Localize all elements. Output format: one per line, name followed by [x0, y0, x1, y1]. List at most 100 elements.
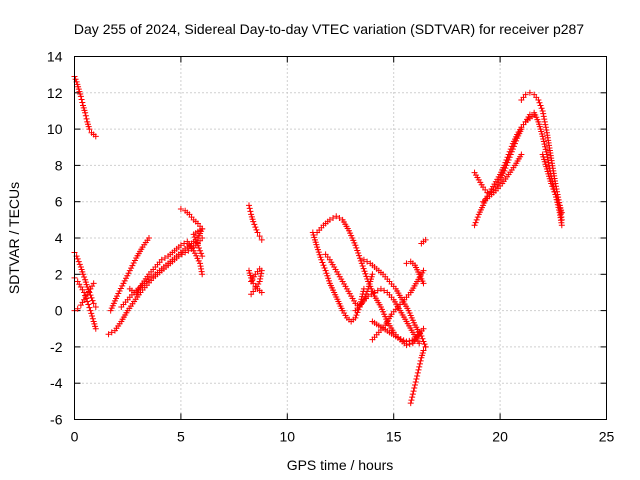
data-point [542, 124, 549, 131]
data-point [540, 138, 547, 145]
data-point [543, 148, 550, 155]
data-point [114, 293, 121, 300]
data-point [410, 388, 417, 395]
data-point [352, 242, 359, 249]
data-point [507, 151, 514, 158]
data-point [471, 222, 478, 229]
data-point [195, 257, 202, 264]
data-point [82, 112, 89, 119]
data-point [115, 290, 122, 297]
data-point [85, 301, 92, 308]
data-point [185, 247, 192, 254]
data-point [330, 215, 337, 222]
data-point [317, 254, 324, 261]
data-point [416, 363, 423, 370]
data-point [558, 222, 565, 229]
data-point [381, 287, 388, 294]
plot-frame [74, 56, 607, 420]
data-point [145, 235, 152, 241]
data-point [360, 256, 367, 263]
data-point [121, 277, 128, 284]
data-point [421, 341, 428, 348]
data-point [508, 148, 515, 155]
data-point [369, 271, 376, 278]
data-point [88, 294, 95, 301]
data-point [537, 102, 544, 109]
data-point [409, 391, 416, 398]
y-tick-label: 2 [55, 266, 63, 282]
data-point [550, 185, 557, 192]
data-point [258, 289, 265, 296]
data-point [555, 199, 562, 206]
data-point [535, 97, 542, 104]
data-point [504, 159, 511, 166]
data-point [314, 246, 321, 253]
data-point [360, 265, 367, 272]
data-point [198, 265, 205, 272]
data-point [257, 275, 264, 282]
data-point [356, 252, 363, 259]
data-point [409, 337, 416, 344]
data-point [92, 303, 99, 310]
data-point [541, 141, 548, 148]
data-point [258, 236, 265, 243]
data-point [177, 205, 184, 212]
data-point [357, 257, 364, 264]
data-point [87, 292, 94, 299]
data-point [193, 239, 200, 246]
data-point [473, 216, 480, 223]
data-point [363, 273, 370, 280]
data-point [503, 162, 510, 169]
data-point [77, 284, 84, 291]
data-point [407, 400, 414, 407]
data-point [474, 214, 481, 221]
data-point [72, 76, 79, 83]
data-point [549, 183, 556, 190]
y-tick-label: 12 [47, 85, 63, 101]
data-point [86, 304, 93, 311]
data-point [129, 262, 136, 269]
data-point [254, 229, 261, 236]
data-point [324, 272, 331, 279]
data-point [336, 215, 343, 222]
data-point [352, 314, 359, 321]
axis-ticks: 0 5 10 15 20 25 -6 -4 -2 0 2 4 6 8 10 12 14 [47, 49, 615, 445]
data-point [502, 165, 509, 172]
data-point [553, 194, 560, 201]
data-point [256, 278, 263, 285]
data-point [92, 325, 99, 332]
data-point [89, 315, 96, 322]
data-point [198, 250, 205, 257]
data-point [506, 154, 513, 161]
data-point [542, 143, 549, 150]
data-point [522, 91, 529, 98]
y-axis-label: SDTVAR / TECUs [6, 182, 22, 294]
data-point [120, 280, 127, 287]
data-point [420, 267, 427, 274]
data-point [403, 338, 410, 345]
data-point [122, 275, 129, 282]
data-point [197, 260, 204, 267]
data-point [92, 133, 99, 140]
x-axis-label: GPS time / hours [287, 457, 394, 473]
data-point [353, 244, 360, 251]
data-point [415, 366, 422, 373]
data-point [509, 146, 516, 153]
data-point [193, 252, 200, 259]
data-point [194, 255, 201, 262]
data-point [368, 291, 375, 298]
data-point [89, 297, 96, 304]
data-point [198, 268, 205, 275]
data-point [81, 289, 88, 296]
data-point [323, 270, 330, 277]
data-point [84, 298, 91, 305]
data-point [117, 285, 124, 292]
data-point [406, 337, 413, 344]
y-tick-label: -2 [50, 339, 63, 355]
data-point [359, 263, 366, 270]
data-point [89, 283, 96, 290]
data-point [197, 263, 204, 270]
data-point [250, 218, 257, 225]
data-point [258, 270, 265, 277]
data-point [542, 121, 549, 128]
